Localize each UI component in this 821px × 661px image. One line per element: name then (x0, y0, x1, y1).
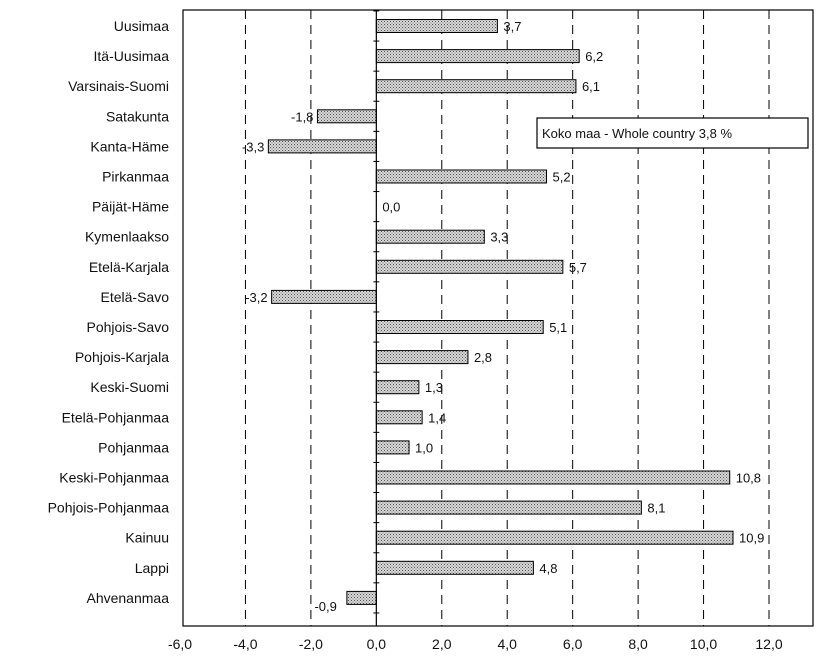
category-label: Kymenlaakso (85, 229, 169, 245)
bar (375, 19, 498, 33)
bar (267, 139, 377, 154)
data-label: -3,3 (242, 139, 264, 154)
data-labels: 3,7 6,2 6,1 -1,8 -3,3 5,2 0,0 3,3 5,7 -3,2 5,1 2,8 1… (242, 19, 764, 614)
annotation-frame (536, 117, 809, 149)
category-label: Etelä-Savo (101, 289, 170, 305)
category-label: Pohjois-Savo (87, 319, 170, 335)
data-label: 1,0 (415, 440, 433, 455)
bar (375, 500, 642, 515)
bar (375, 79, 577, 94)
x-tick-label: -6,0 (168, 636, 192, 652)
x-tick-label: 6,0 (563, 636, 583, 652)
bar (375, 169, 547, 184)
bar (375, 229, 485, 244)
bar (375, 259, 564, 274)
data-label: -3,2 (245, 290, 267, 305)
annotation-box: Koko maa - Whole country 3,8 % (536, 117, 809, 149)
data-label: 0,0 (382, 200, 400, 215)
data-label: 10,9 (739, 531, 764, 546)
bar (375, 380, 420, 395)
data-label: 2,8 (474, 350, 492, 365)
bar (316, 109, 377, 124)
category-label: Uusimaa (114, 18, 169, 34)
bar (375, 49, 580, 64)
category-label: Ahvenanmaa (86, 590, 169, 606)
bar (375, 530, 734, 545)
data-label: 10,8 (736, 471, 761, 486)
data-label: 5,2 (552, 170, 570, 185)
category-label: Etelä-Pohjanmaa (62, 409, 170, 425)
bars (267, 19, 734, 605)
gridlines (244, 10, 770, 626)
category-label: Pohjanmaa (98, 439, 169, 455)
category-label: Kainuu (125, 530, 169, 546)
category-label: Lappi (135, 560, 169, 576)
x-tick-label: 2,0 (432, 636, 452, 652)
data-label: 4,8 (539, 561, 557, 576)
x-tick-label: 8,0 (628, 636, 648, 652)
data-label: -1,8 (291, 109, 313, 124)
bar (375, 440, 410, 455)
data-label: 1,4 (428, 410, 446, 425)
data-label: 6,2 (585, 49, 603, 64)
annotation-text: Koko maa - Whole country 3,8 % (542, 126, 732, 141)
category-label: Etelä-Karjala (89, 259, 169, 275)
category-labels: Uusimaa Itä-Uusimaa Varsinais-Suomi Satakun… (48, 18, 170, 606)
bar (346, 590, 377, 605)
bar (375, 350, 469, 365)
x-tick-label: 4,0 (497, 636, 517, 652)
bar (375, 410, 423, 425)
data-label: 8,1 (647, 501, 665, 516)
category-label: Keski-Pohjanmaa (59, 470, 169, 486)
x-tick-label: 0,0 (367, 636, 387, 652)
category-label: Kanta-Häme (90, 138, 169, 154)
data-label: 1,3 (425, 380, 443, 395)
category-label: Pohjois-Karjala (75, 349, 169, 365)
plot-frame (182, 9, 814, 627)
bar (375, 560, 534, 575)
x-tick-label: -2,0 (299, 636, 323, 652)
data-label: -0,9 (314, 599, 336, 614)
category-label: Varsinais-Suomi (68, 78, 169, 94)
category-label: Päijät-Häme (92, 199, 169, 215)
data-label: 5,7 (569, 260, 587, 275)
x-tick-labels: -6,0 -4,0 -2,0 0,0 2,0 4,0 6,0 8,0 10,0 12,0 (168, 636, 783, 652)
data-label: 6,1 (582, 79, 600, 94)
data-label: 5,1 (549, 320, 567, 335)
category-label: Keski-Suomi (90, 379, 169, 395)
bar (271, 289, 377, 304)
x-tick-label: 12,0 (755, 636, 782, 652)
x-tick-label: 10,0 (690, 636, 717, 652)
bar (375, 320, 544, 334)
category-label: Pohjois-Pohjanmaa (48, 500, 170, 516)
data-label: 3,3 (490, 230, 508, 245)
x-tick-label: -4,0 (233, 636, 257, 652)
zero-axis (373, 10, 380, 626)
category-label: Satakunta (106, 108, 169, 124)
category-label: Pirkanmaa (102, 169, 169, 185)
category-label: Itä-Uusimaa (94, 48, 170, 64)
bar (375, 470, 731, 485)
data-label: 3,7 (503, 19, 521, 34)
